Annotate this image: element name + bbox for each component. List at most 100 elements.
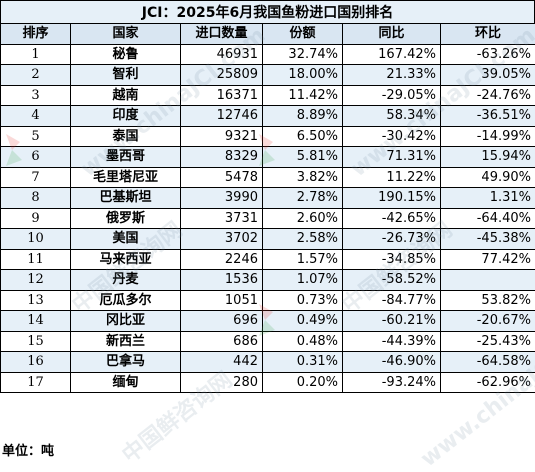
row-country: 冈比亚 — [71, 311, 181, 332]
row-rank: 15 — [1, 331, 71, 352]
row-share: 1.07% — [263, 270, 343, 291]
row-rank: 10 — [1, 229, 71, 250]
row-country: 毛里塔尼亚 — [71, 167, 181, 188]
row-share: 0.73% — [263, 290, 343, 311]
row-mom: -64.40% — [441, 208, 535, 229]
row-rank: 9 — [1, 208, 71, 229]
row-yoy: 21.33% — [343, 65, 441, 86]
row-mom: 49.90% — [441, 167, 535, 188]
header-rank: 排序 — [1, 24, 71, 45]
header-country: 国家 — [71, 24, 181, 45]
header-quantity: 进口数量 — [181, 24, 263, 45]
row-yoy: 58.34% — [343, 106, 441, 127]
row-quantity: 46931 — [181, 44, 263, 65]
row-quantity: 5478 — [181, 167, 263, 188]
row-quantity: 280 — [181, 372, 263, 393]
row-mom: -36.51% — [441, 106, 535, 127]
row-mom: 77.42% — [441, 249, 535, 270]
row-yoy: -60.21% — [343, 311, 441, 332]
row-quantity: 25809 — [181, 65, 263, 86]
row-rank: 17 — [1, 372, 71, 393]
row-share: 2.78% — [263, 188, 343, 209]
row-share: 0.49% — [263, 311, 343, 332]
row-country: 缅甸 — [71, 372, 181, 393]
row-rank: 13 — [1, 290, 71, 311]
row-rank: 14 — [1, 311, 71, 332]
row-yoy: -84.77% — [343, 290, 441, 311]
row-share: 2.58% — [263, 229, 343, 250]
row-mom: -14.99% — [441, 126, 535, 147]
row-country: 巴拿马 — [71, 352, 181, 373]
row-share: 0.48% — [263, 331, 343, 352]
header-share: 份额 — [263, 24, 343, 45]
row-rank: 8 — [1, 188, 71, 209]
row-quantity: 3990 — [181, 188, 263, 209]
row-share: 0.20% — [263, 372, 343, 393]
row-share: 6.50% — [263, 126, 343, 147]
row-quantity: 696 — [181, 311, 263, 332]
header-row: 排序 国家 进口数量 份额 同比 环比 — [1, 24, 535, 45]
row-rank: 6 — [1, 147, 71, 168]
row-quantity: 1536 — [181, 270, 263, 291]
row-quantity: 2246 — [181, 249, 263, 270]
row-share: 1.57% — [263, 249, 343, 270]
header-yoy: 同比 — [343, 24, 441, 45]
row-mom: 1.31% — [441, 188, 535, 209]
row-rank: 1 — [1, 44, 71, 65]
row-mom: 15.94% — [441, 147, 535, 168]
row-country: 俄罗斯 — [71, 208, 181, 229]
row-rank: 12 — [1, 270, 71, 291]
row-quantity: 12746 — [181, 106, 263, 127]
row-yoy: -93.24% — [343, 372, 441, 393]
row-yoy: -46.90% — [343, 352, 441, 373]
row-mom: -62.96% — [441, 372, 535, 393]
report-sheet: JCI：2025年6月我国鱼粉进口国别排名 排序 国家 进口数量 份额 同比 环… — [0, 0, 535, 461]
row-yoy: 71.31% — [343, 147, 441, 168]
row-rank: 2 — [1, 65, 71, 86]
row-yoy: -30.42% — [343, 126, 441, 147]
row-mom: 39.05% — [441, 65, 535, 86]
row-rank: 4 — [1, 106, 71, 127]
row-share: 3.82% — [263, 167, 343, 188]
row-yoy: -58.52% — [343, 270, 441, 291]
row-country: 马来西亚 — [71, 249, 181, 270]
row-share: 2.60% — [263, 208, 343, 229]
row-country: 巴基斯坦 — [71, 188, 181, 209]
row-mom: -64.58% — [441, 352, 535, 373]
row-quantity: 3702 — [181, 229, 263, 250]
row-country: 印度 — [71, 106, 181, 127]
row-share: 32.74% — [263, 44, 343, 65]
row-country: 泰国 — [71, 126, 181, 147]
row-mom: -20.67% — [441, 311, 535, 332]
row-rank: 3 — [1, 85, 71, 106]
row-rank: 16 — [1, 352, 71, 373]
row-share: 18.00% — [263, 65, 343, 86]
row-yoy: 190.15% — [343, 188, 441, 209]
row-share: 11.42% — [263, 85, 343, 106]
row-share: 5.81% — [263, 147, 343, 168]
row-yoy: 167.42% — [343, 44, 441, 65]
row-yoy: -44.39% — [343, 331, 441, 352]
row-quantity: 8329 — [181, 147, 263, 168]
row-country: 美国 — [71, 229, 181, 250]
row-yoy: -42.65% — [343, 208, 441, 229]
row-country: 智利 — [71, 65, 181, 86]
table-title: JCI：2025年6月我国鱼粉进口国别排名 — [0, 0, 535, 24]
